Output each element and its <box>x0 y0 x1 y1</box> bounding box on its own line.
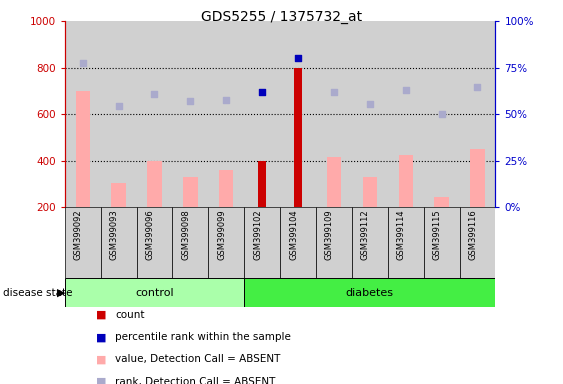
Text: percentile rank within the sample: percentile rank within the sample <box>115 332 291 342</box>
Bar <box>435 197 449 207</box>
Bar <box>459 21 495 207</box>
Text: ■: ■ <box>96 354 106 364</box>
Bar <box>219 170 234 207</box>
Bar <box>172 21 208 207</box>
Bar <box>244 278 495 307</box>
Text: GSM399116: GSM399116 <box>468 210 477 260</box>
Text: rank, Detection Call = ABSENT: rank, Detection Call = ABSENT <box>115 377 276 384</box>
Bar <box>424 21 459 207</box>
Bar <box>352 21 388 207</box>
Point <box>293 55 302 61</box>
Bar <box>388 207 424 278</box>
Bar <box>172 207 208 278</box>
Bar <box>363 177 377 207</box>
Point <box>186 98 195 104</box>
Bar <box>137 207 172 278</box>
Text: GSM399098: GSM399098 <box>181 210 190 260</box>
Bar <box>183 177 198 207</box>
Bar <box>459 207 495 278</box>
Text: GDS5255 / 1375732_at: GDS5255 / 1375732_at <box>201 10 362 23</box>
Bar <box>316 207 352 278</box>
Bar <box>137 21 172 207</box>
Bar <box>399 155 413 207</box>
Text: ▶: ▶ <box>56 288 65 298</box>
Bar <box>65 207 101 278</box>
Point <box>222 97 231 103</box>
Text: GSM399102: GSM399102 <box>253 210 262 260</box>
Point <box>258 89 267 95</box>
Bar <box>65 278 244 307</box>
Bar <box>327 157 341 207</box>
Bar <box>75 91 90 207</box>
Text: GSM399109: GSM399109 <box>325 210 334 260</box>
Bar <box>208 207 244 278</box>
Point <box>365 101 374 107</box>
Text: ■: ■ <box>96 377 106 384</box>
Text: GSM399112: GSM399112 <box>361 210 370 260</box>
Point <box>329 89 338 95</box>
Text: GSM399099: GSM399099 <box>217 210 226 260</box>
Bar <box>388 21 424 207</box>
Text: value, Detection Call = ABSENT: value, Detection Call = ABSENT <box>115 354 281 364</box>
Point <box>473 84 482 91</box>
Text: GSM399092: GSM399092 <box>74 210 83 260</box>
Point <box>114 103 123 109</box>
Bar <box>470 149 485 207</box>
Bar <box>101 21 137 207</box>
Bar <box>424 207 459 278</box>
Point <box>401 87 410 93</box>
Text: GSM399115: GSM399115 <box>432 210 441 260</box>
Bar <box>244 21 280 207</box>
Text: count: count <box>115 310 145 320</box>
Text: ■: ■ <box>96 332 106 342</box>
Bar <box>280 207 316 278</box>
Point <box>78 60 87 66</box>
Text: GSM399093: GSM399093 <box>110 210 119 260</box>
Bar <box>101 207 137 278</box>
Text: diabetes: diabetes <box>346 288 394 298</box>
Text: GSM399096: GSM399096 <box>145 210 154 260</box>
Bar <box>294 68 302 207</box>
Bar <box>316 21 352 207</box>
Bar <box>208 21 244 207</box>
Text: GSM399114: GSM399114 <box>397 210 406 260</box>
Bar <box>280 21 316 207</box>
Text: GSM399104: GSM399104 <box>289 210 298 260</box>
Bar <box>258 161 266 207</box>
Text: disease state: disease state <box>3 288 72 298</box>
Text: ■: ■ <box>96 310 106 320</box>
Text: control: control <box>135 288 174 298</box>
Bar <box>65 21 101 207</box>
Point <box>150 91 159 98</box>
Point <box>437 111 446 118</box>
Bar <box>244 207 280 278</box>
Bar <box>148 161 162 207</box>
Bar <box>111 183 126 207</box>
Bar <box>352 207 388 278</box>
